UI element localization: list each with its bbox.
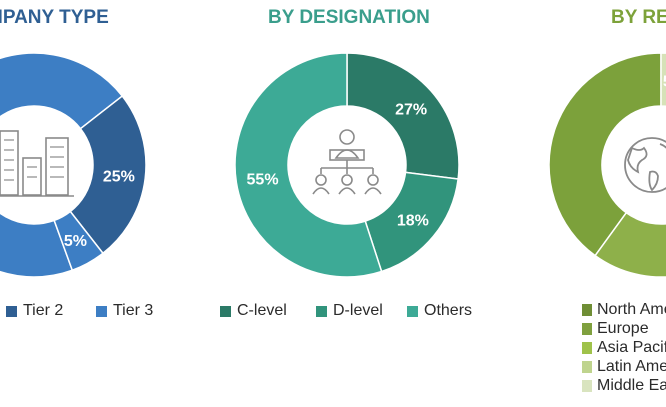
legend-label: Others (424, 302, 473, 319)
chart-title-company-type: MPANY TYPE (0, 7, 109, 28)
legend-label: Europe (597, 320, 649, 337)
legend-label: D-level (333, 302, 383, 319)
slice-europe (594, 211, 666, 278)
legend-swatch (582, 361, 592, 373)
legend-swatch (220, 305, 231, 317)
legend-label: Tier 3 (113, 302, 154, 319)
legend-swatch (6, 305, 17, 317)
legend-item-north-america: North Ame (582, 301, 666, 319)
legend-item-d-level: D-level (316, 302, 383, 320)
legend-swatch (582, 380, 592, 392)
legend-label: Tier 2 (23, 302, 64, 319)
legend-label: Middle Ea (597, 377, 666, 394)
slice-label: 55% (247, 171, 279, 188)
buildings-icon (0, 130, 74, 197)
slice-label: 5% (64, 233, 87, 250)
legend-item-c-level: C-level (220, 302, 287, 320)
legend-item-europe: Europe (582, 320, 649, 338)
legend-label: Latin Ame (597, 358, 666, 375)
legend-swatch (582, 323, 592, 335)
legend-item-asia-pacific: Asia Pacifi (582, 339, 666, 357)
legend-swatch (407, 305, 418, 317)
legend-label: Asia Pacifi (597, 339, 666, 356)
slice-label: 18% (397, 212, 429, 229)
legend-item-middle-east: Middle Ea (582, 377, 666, 395)
legend-item-latin-america: Latin Ame (582, 358, 666, 376)
legend-label: North Ame (597, 301, 666, 318)
chart-title-region: BY REG (611, 7, 666, 28)
donut-designation: 27% 18% 55% (234, 52, 460, 278)
donut-company-type: 25% 5% (0, 52, 147, 278)
chart-title-designation: BY DESIGNATION (268, 7, 430, 28)
slice-others (234, 52, 383, 278)
globe-icon (624, 137, 666, 193)
legend-item-others: Others (407, 302, 472, 320)
slice-middle-east (660, 52, 666, 107)
legend-swatch (96, 305, 107, 317)
legend-swatch (316, 305, 327, 317)
org-chart-icon (312, 129, 382, 195)
donut-region: 30%20%5%5% (548, 52, 666, 278)
slice-tier-1 (0, 52, 124, 278)
slice-tier-3 (53, 210, 105, 272)
slice-label: 5% (663, 74, 666, 91)
slice-label: 25% (103, 168, 135, 185)
legend-item-tier-3: Tier 3 (96, 302, 153, 320)
legend-swatch (582, 304, 592, 316)
slice-north-america (548, 52, 662, 257)
legend-item-tier-2: Tier 2 (6, 302, 63, 320)
legend-label: C-level (237, 302, 287, 319)
slice-c-level (346, 52, 460, 180)
legend-swatch (582, 342, 592, 354)
slice-label: 27% (395, 101, 427, 118)
slice-tier-2 (69, 94, 147, 255)
